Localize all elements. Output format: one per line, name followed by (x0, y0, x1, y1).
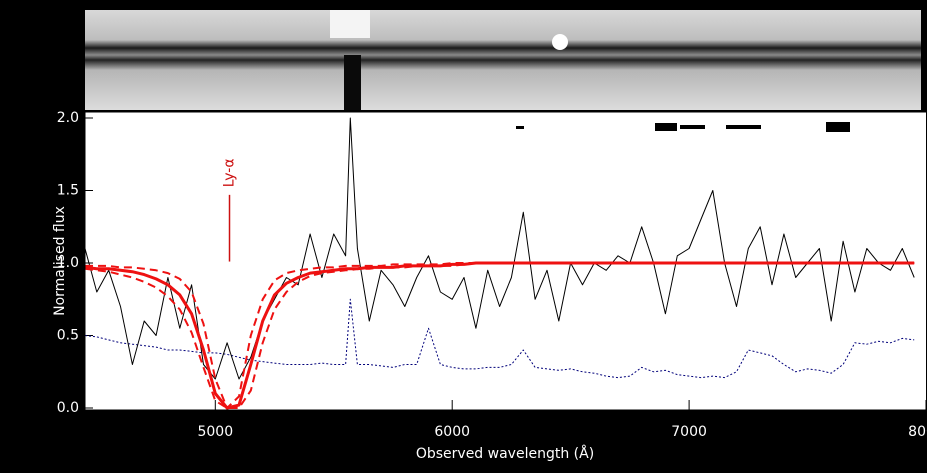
y-tick-label: 1.0 (57, 255, 79, 271)
series-line (85, 298, 915, 379)
x-tick-label: 6000 (434, 424, 470, 440)
y-axis-label: Normalised flux (52, 206, 68, 316)
plot-frame (84, 111, 927, 411)
telluric-markers (516, 122, 850, 132)
series-line (85, 261, 915, 410)
series-line (85, 117, 915, 380)
y-tick-label: 0.5 (57, 328, 79, 344)
y-tick-label: 2.0 (57, 110, 79, 126)
x-tick-label: 7000 (671, 424, 707, 440)
x-tick-label: 5000 (197, 424, 233, 440)
spectrum-image (85, 10, 921, 110)
x-axis-label: Observed wavelength (Å) (416, 445, 594, 462)
annotation-text: Ly-α (222, 158, 238, 187)
y-tick-label: 1.5 (57, 183, 79, 199)
plot-area (85, 112, 926, 410)
y-tick-label: 0.0 (57, 400, 79, 416)
x-tick-label: 8000 (908, 424, 927, 440)
